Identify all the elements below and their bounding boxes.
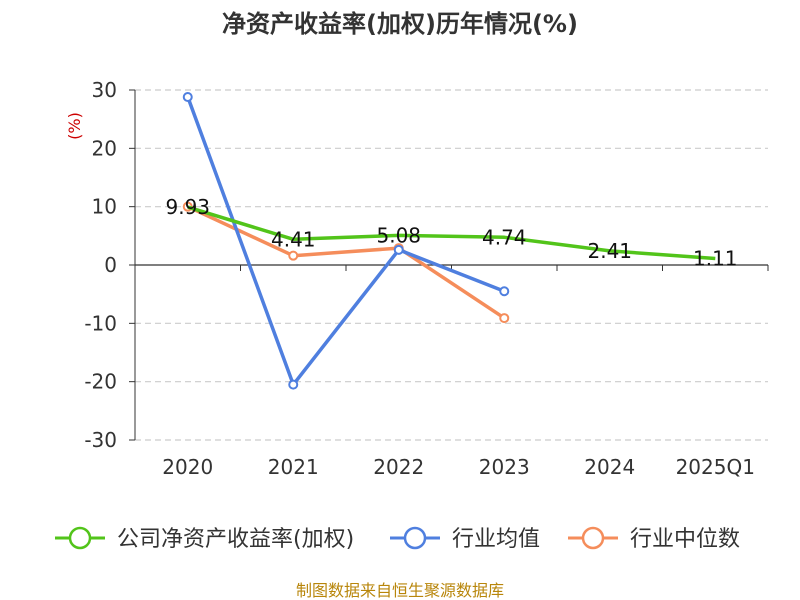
- x-tick-label: 2023: [479, 455, 530, 479]
- data-label: 5.08: [376, 223, 421, 247]
- series-line: [187, 205, 716, 261]
- legend-swatch-marker: [403, 526, 427, 550]
- legend-swatch-marker: [581, 526, 605, 550]
- series-layer: [182, 92, 716, 390]
- y-axis-unit-label: (%): [65, 112, 84, 140]
- y-tick-label: -30: [84, 428, 117, 452]
- x-tick-label: 2020: [162, 455, 213, 479]
- data-label: 9.93: [165, 195, 210, 219]
- source-note: 制图数据来自恒生聚源数据库: [296, 581, 504, 600]
- data-label: 4.74: [482, 225, 527, 249]
- data-point: [393, 244, 404, 255]
- y-tick-label: -20: [84, 370, 117, 394]
- legend-label: 行业均值: [452, 527, 540, 552]
- x-tick-label: 2024: [584, 455, 635, 479]
- y-tick-label: -10: [84, 311, 117, 335]
- data-point: [288, 379, 299, 390]
- data-point: [182, 92, 193, 102]
- x-tick-label: 2021: [268, 455, 319, 479]
- y-tick-label: 30: [92, 78, 117, 102]
- axes: 30 20 10 0 -10 -20 -30 2020 2021 2022 2023 2024 2025…: [84, 78, 769, 479]
- legend: 公司净资产收益率(加权) 行业均值 行业中位数: [55, 526, 740, 552]
- y-tick-label: 20: [92, 136, 117, 160]
- data-point: [499, 313, 510, 324]
- data-point: [288, 250, 299, 261]
- data-labels: 9.93 4.41 5.08 4.74 2.41 1.11: [165, 195, 737, 270]
- data-point: [499, 286, 510, 297]
- data-label: 2.41: [587, 239, 632, 263]
- data-label: 1.11: [693, 247, 738, 271]
- x-tick-label: 2022: [373, 455, 424, 479]
- chart-title: 净资产收益率(加权)历年情况(%): [222, 10, 578, 38]
- legend-swatch-marker: [68, 526, 92, 550]
- y-tick-label: 0: [104, 253, 117, 277]
- series-line: [187, 205, 506, 320]
- grid-lines: [135, 89, 768, 441]
- series-line: [186, 96, 505, 387]
- x-tick-label: 2025Q1: [676, 455, 755, 479]
- legend-label: 公司净资产收益率(加权): [117, 527, 354, 552]
- data-label: 4.41: [271, 227, 316, 251]
- y-tick-label: 10: [92, 195, 117, 219]
- legend-label: 行业中位数: [630, 527, 740, 552]
